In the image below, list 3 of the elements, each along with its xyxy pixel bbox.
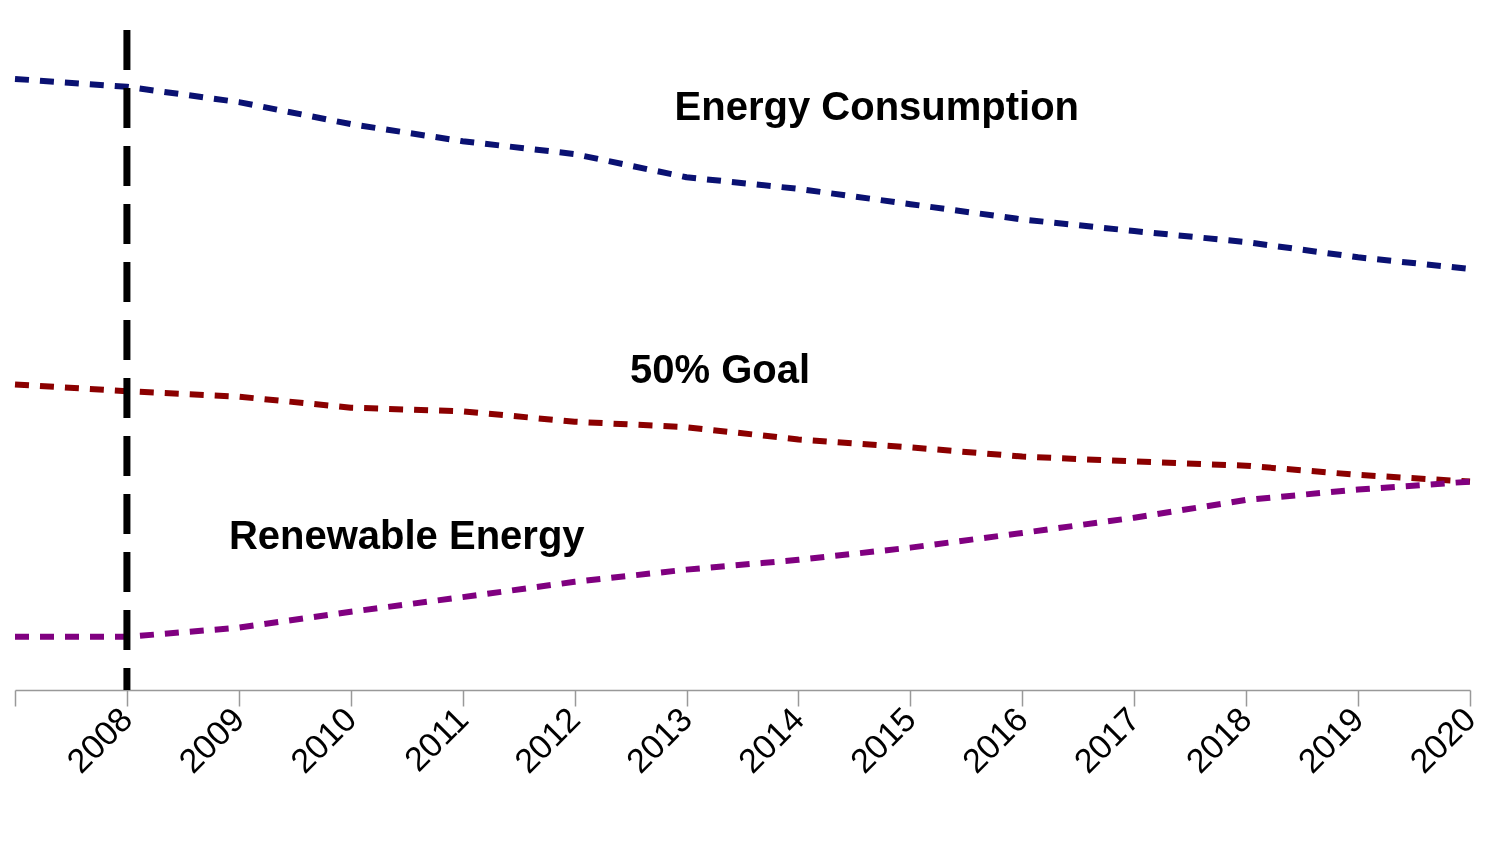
- series-label: 50% Goal: [630, 346, 811, 391]
- series-label: Energy Consumption: [674, 83, 1080, 128]
- series-label: Renewable Energy: [228, 512, 586, 557]
